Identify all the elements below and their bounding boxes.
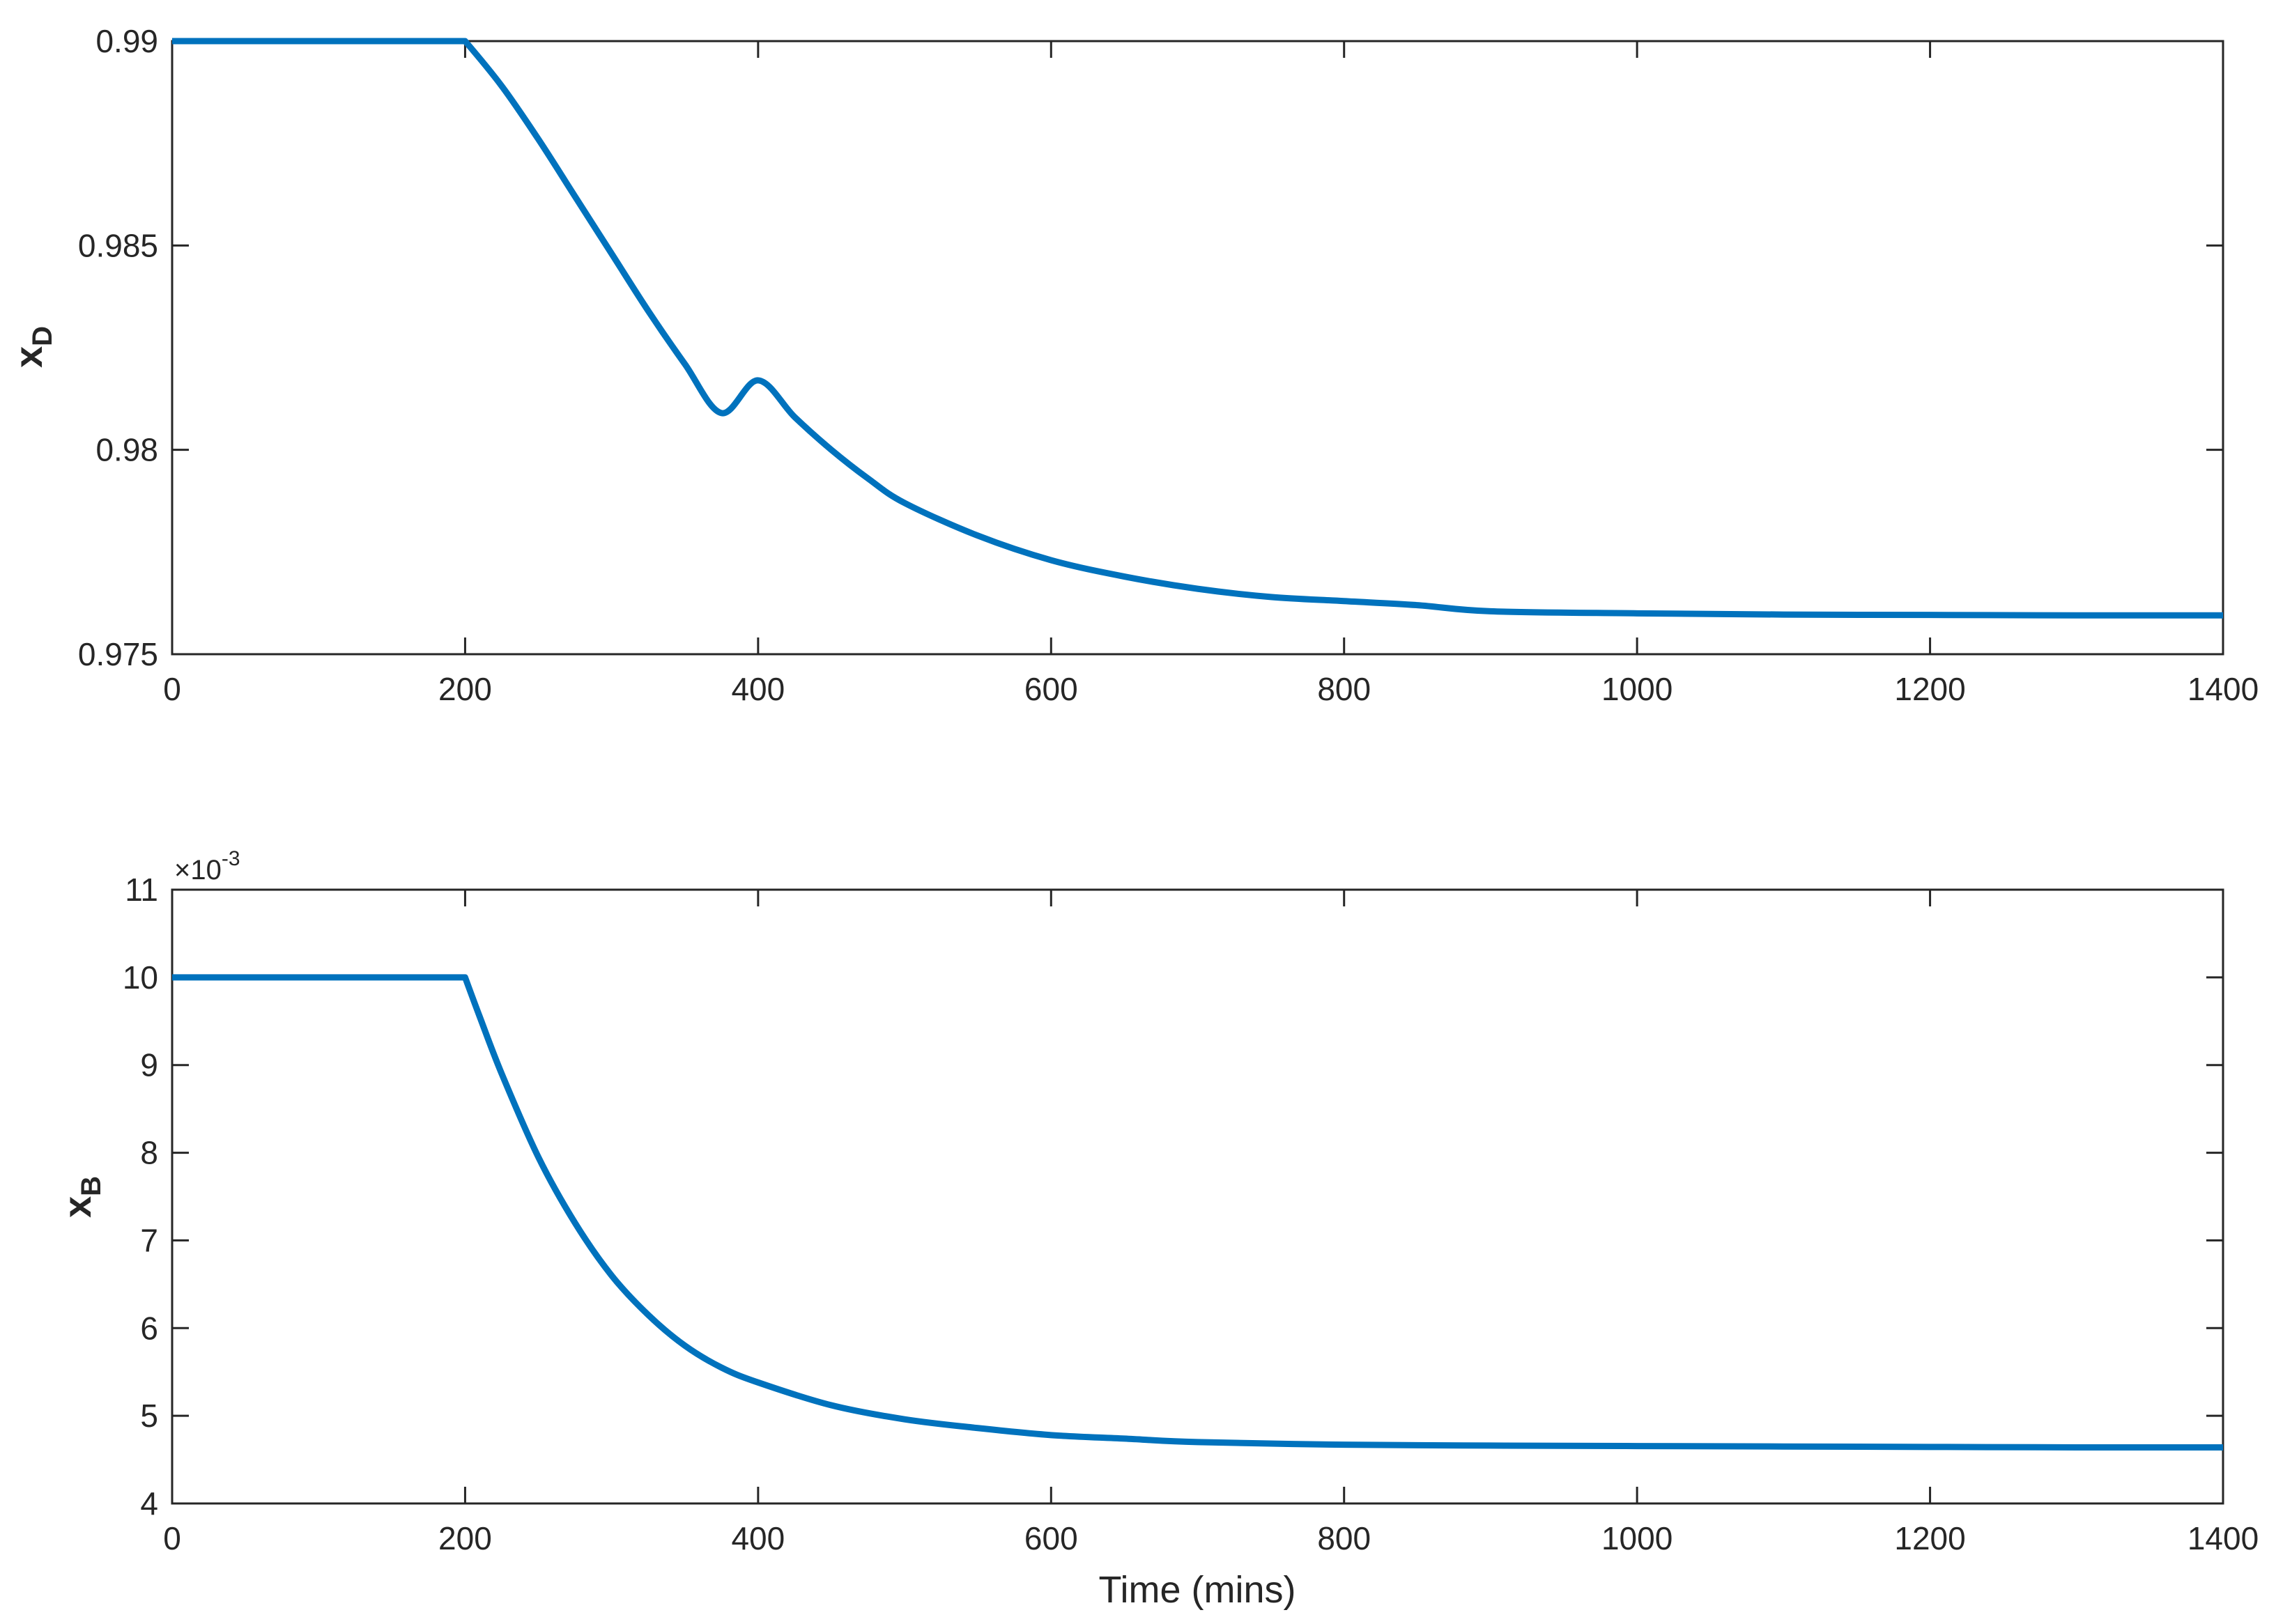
top-y-tick-label: 0.985 bbox=[78, 227, 158, 263]
top-x-tick-label: 200 bbox=[438, 671, 492, 707]
bottom-exponent-label: ×10-3 bbox=[174, 847, 240, 886]
top-x-ticks: 0 200 400 600 800 1000 1200 1400 bbox=[163, 41, 2259, 707]
top-x-tick-label: 1000 bbox=[1601, 671, 1673, 707]
top-x-tick-label: 400 bbox=[731, 671, 785, 707]
bottom-x-tick-label: 1400 bbox=[2187, 1520, 2259, 1556]
top-axes: 0 200 400 600 800 1000 1200 1400 0.975 0.98 0.985… bbox=[6, 23, 2259, 707]
top-x-tick-label: 1200 bbox=[1894, 671, 1965, 707]
bottom-x-tick-label: 1000 bbox=[1601, 1520, 1673, 1556]
top-x-tick-label: 800 bbox=[1317, 671, 1371, 707]
top-y-tick-label: 0.99 bbox=[95, 23, 158, 59]
bottom-x-axis-label: Time (mins) bbox=[1099, 1569, 1296, 1611]
top-plot-frame bbox=[171, 40, 2224, 656]
bottom-series-line bbox=[172, 974, 2224, 1451]
top-y-tick-label: 0.975 bbox=[78, 636, 158, 672]
bottom-x-tick-label: 1200 bbox=[1894, 1520, 1965, 1556]
top-series bbox=[172, 38, 2224, 619]
bottom-x-tick-label: 0 bbox=[163, 1520, 181, 1556]
bottom-y-axis-label: xB bbox=[55, 1176, 107, 1218]
bottom-y-tick-label: 4 bbox=[140, 1485, 158, 1522]
bottom-y-tick-label: 11 bbox=[125, 872, 158, 908]
bottom-y-tick-label: 5 bbox=[140, 1398, 158, 1434]
bottom-series bbox=[172, 974, 2224, 1451]
bottom-x-tick-label: 400 bbox=[731, 1520, 785, 1556]
bottom-y-tick-label: 6 bbox=[140, 1310, 158, 1346]
bottom-x-tick-label: 800 bbox=[1317, 1520, 1371, 1556]
bottom-y-tick-label: 9 bbox=[140, 1047, 158, 1083]
bottom-y-tick-label: 7 bbox=[140, 1222, 158, 1258]
bottom-y-tick-label: 10 bbox=[123, 959, 158, 996]
bottom-x-tick-label: 200 bbox=[438, 1520, 492, 1556]
bottom-y-ticks: 4 5 6 7 8 9 10 11 bbox=[123, 872, 2223, 1522]
top-x-tick-label: 600 bbox=[1024, 671, 1078, 707]
top-x-tick-label: 1400 bbox=[2187, 671, 2259, 707]
top-series-line bbox=[172, 38, 2224, 619]
bottom-x-ticks: 0 200 400 600 800 1000 1200 1400 bbox=[163, 890, 2259, 1556]
bottom-x-tick-label: 600 bbox=[1024, 1520, 1078, 1556]
top-y-axis-label: xD bbox=[6, 326, 58, 368]
top-x-tick-label: 0 bbox=[163, 671, 181, 707]
bottom-y-tick-label: 8 bbox=[140, 1135, 158, 1171]
bottom-plot-frame bbox=[171, 888, 2224, 1505]
top-y-ticks: 0.975 0.98 0.985 0.99 bbox=[78, 23, 2223, 672]
top-y-tick-label: 0.98 bbox=[95, 432, 158, 468]
